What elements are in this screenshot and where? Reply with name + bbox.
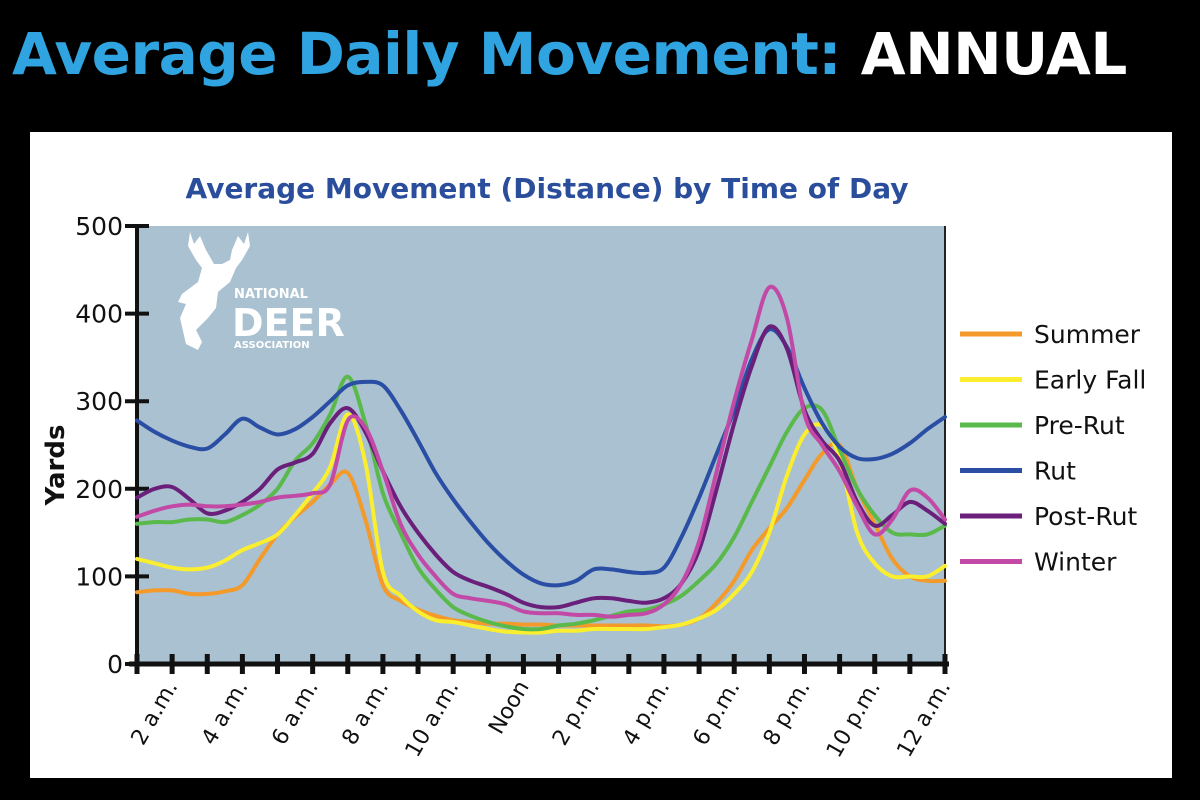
y-tick-label: 0 (107, 650, 123, 679)
x-tick-label: 4 p.m. (618, 677, 675, 750)
logo-group (178, 232, 250, 350)
headline-part-white: ANNUAL (860, 20, 1128, 88)
x-tick-label: 12 a.m. (893, 677, 957, 762)
x-tick-label: 8 p.m. (759, 677, 816, 750)
series-line-pre-rut (135, 374, 947, 632)
chart-title: Average Movement (Distance) by Time of D… (186, 172, 909, 205)
series-line-post-rut (135, 324, 947, 610)
headline: Average Daily Movement: ANNUAL (12, 14, 1127, 94)
x-tick-label: 8 a.m. (338, 677, 395, 750)
x-tick-label: 10 a.m. (401, 677, 465, 762)
x-tick-label: 10 p.m. (822, 677, 886, 763)
deer-head-icon (178, 232, 250, 350)
logo-text-deer: DEER (232, 301, 345, 345)
chart-panel: Average Movement (Distance) by Time of D… (30, 132, 1172, 778)
series-line-rut (135, 327, 947, 588)
y-axis-label: Yards (41, 425, 71, 507)
legend-label-rut: Rut (1034, 457, 1076, 486)
x-tick-label: Noon (484, 677, 534, 739)
y-tick-label: 200 (75, 475, 123, 504)
x-tick-label: 4 a.m. (197, 677, 254, 750)
series-line-summer (135, 441, 947, 629)
legend-label-winter: Winter (1034, 548, 1117, 577)
y-tick-label: 500 (75, 212, 123, 241)
y-tick-label: 100 (75, 562, 123, 591)
y-tick-label: 400 (75, 300, 123, 329)
legend-label-pre-rut: Pre-Rut (1034, 411, 1125, 440)
plot-area (137, 226, 945, 664)
logo-text-association: ASSOCIATION (234, 340, 310, 351)
logo-text-national: NATIONAL (234, 287, 308, 302)
y-tick-label: 300 (75, 387, 123, 416)
line-chart: Average Movement (Distance) by Time of D… (41, 172, 1146, 763)
x-tick-label: 6 p.m. (689, 677, 746, 750)
x-tick-label: 2 a.m. (127, 677, 184, 750)
series-line-winter (135, 284, 947, 619)
legend-label-post-rut: Post-Rut (1034, 502, 1137, 531)
legend-label-early-fall: Early Fall (1034, 366, 1146, 395)
x-tick-label: 2 p.m. (548, 677, 605, 750)
x-tick-label: 6 a.m. (267, 677, 324, 750)
headline-part-blue: Average Daily Movement: (12, 20, 861, 88)
legend-label-summer: Summer (1034, 320, 1141, 349)
